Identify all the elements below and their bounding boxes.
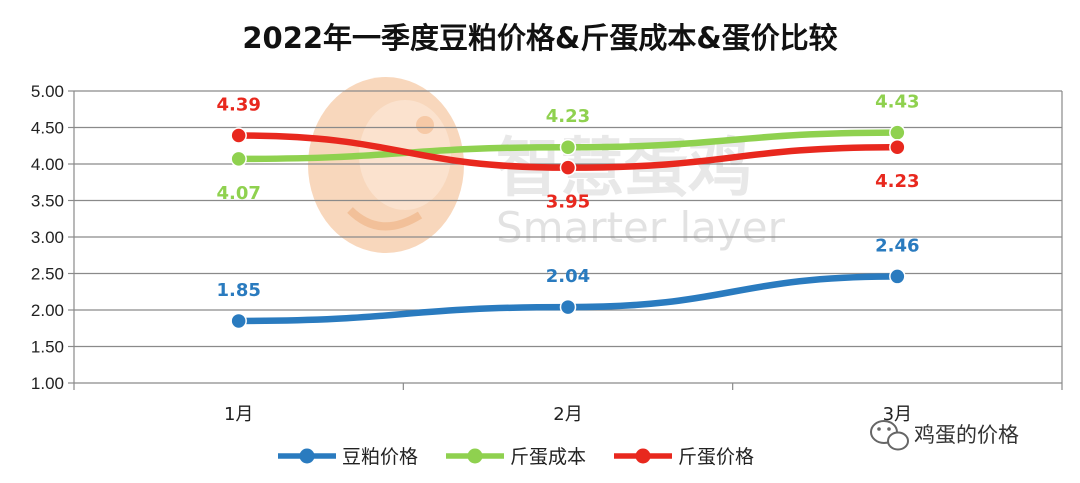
x-axis: 1月 2月 3月 (73, 383, 1063, 425)
badge-text: 鸡蛋的价格 (914, 423, 1019, 447)
y-tick-label: 4.50 (31, 119, 64, 138)
data-label: 2.04 (546, 266, 590, 287)
data-label: 1.85 (216, 280, 260, 301)
y-tick-label: 3.50 (31, 192, 64, 211)
data-label: 4.07 (216, 183, 260, 204)
data-point (889, 124, 906, 141)
data-point (559, 298, 577, 316)
legend-label: 斤蛋成本 (510, 446, 586, 468)
data-point (889, 138, 906, 156)
series-layer (230, 124, 906, 330)
watermark-en: Smarter layer (496, 203, 786, 252)
watermark-logo-icon (308, 77, 464, 253)
x-tick-label: 1月 (224, 404, 253, 425)
data-point (230, 312, 247, 330)
y-tick-label: 1.00 (31, 374, 64, 393)
wechat-icon (870, 420, 909, 451)
data-label: 3.95 (546, 192, 590, 213)
data-labels: 1.85 2.04 2.46 4.07 4.23 4.43 4.39 3.95 4.23 (216, 92, 919, 301)
data-point (230, 127, 247, 144)
data-point (230, 150, 247, 168)
y-axis: 1.00 1.50 2.00 2.50 3.00 3.50 4.00 4.50 5.00 (31, 82, 74, 393)
data-label: 4.39 (216, 95, 260, 116)
y-tick-label: 2.50 (31, 265, 64, 284)
legend-label: 豆粕价格 (342, 446, 418, 468)
y-tick-label: 4.00 (31, 155, 64, 174)
data-label: 4.43 (875, 92, 919, 113)
y-tick-label: 5.00 (31, 82, 64, 101)
data-point (889, 268, 906, 285)
chart-title: 2022年一季度豆粕价格&斤蛋成本&蛋价比较 (242, 21, 837, 55)
source-badge: 鸡蛋的价格 (870, 420, 1019, 451)
y-tick-label: 1.50 (31, 338, 64, 357)
legend-marker (299, 448, 315, 464)
y-tick-label: 3.00 (31, 228, 64, 247)
x-tick-label: 3月 (883, 404, 912, 425)
data-label: 4.23 (875, 171, 919, 192)
y-tick-label: 2.00 (31, 301, 64, 320)
legend-marker (635, 448, 651, 464)
legend-label: 斤蛋价格 (678, 446, 754, 468)
data-point (559, 138, 577, 156)
legend-marker (467, 448, 483, 464)
x-tick-label: 2月 (553, 404, 582, 425)
data-point (559, 159, 577, 176)
legend: 豆粕价格 斤蛋成本 斤蛋价格 (278, 446, 754, 468)
data-label: 4.23 (546, 106, 590, 127)
data-label: 2.46 (875, 235, 919, 256)
